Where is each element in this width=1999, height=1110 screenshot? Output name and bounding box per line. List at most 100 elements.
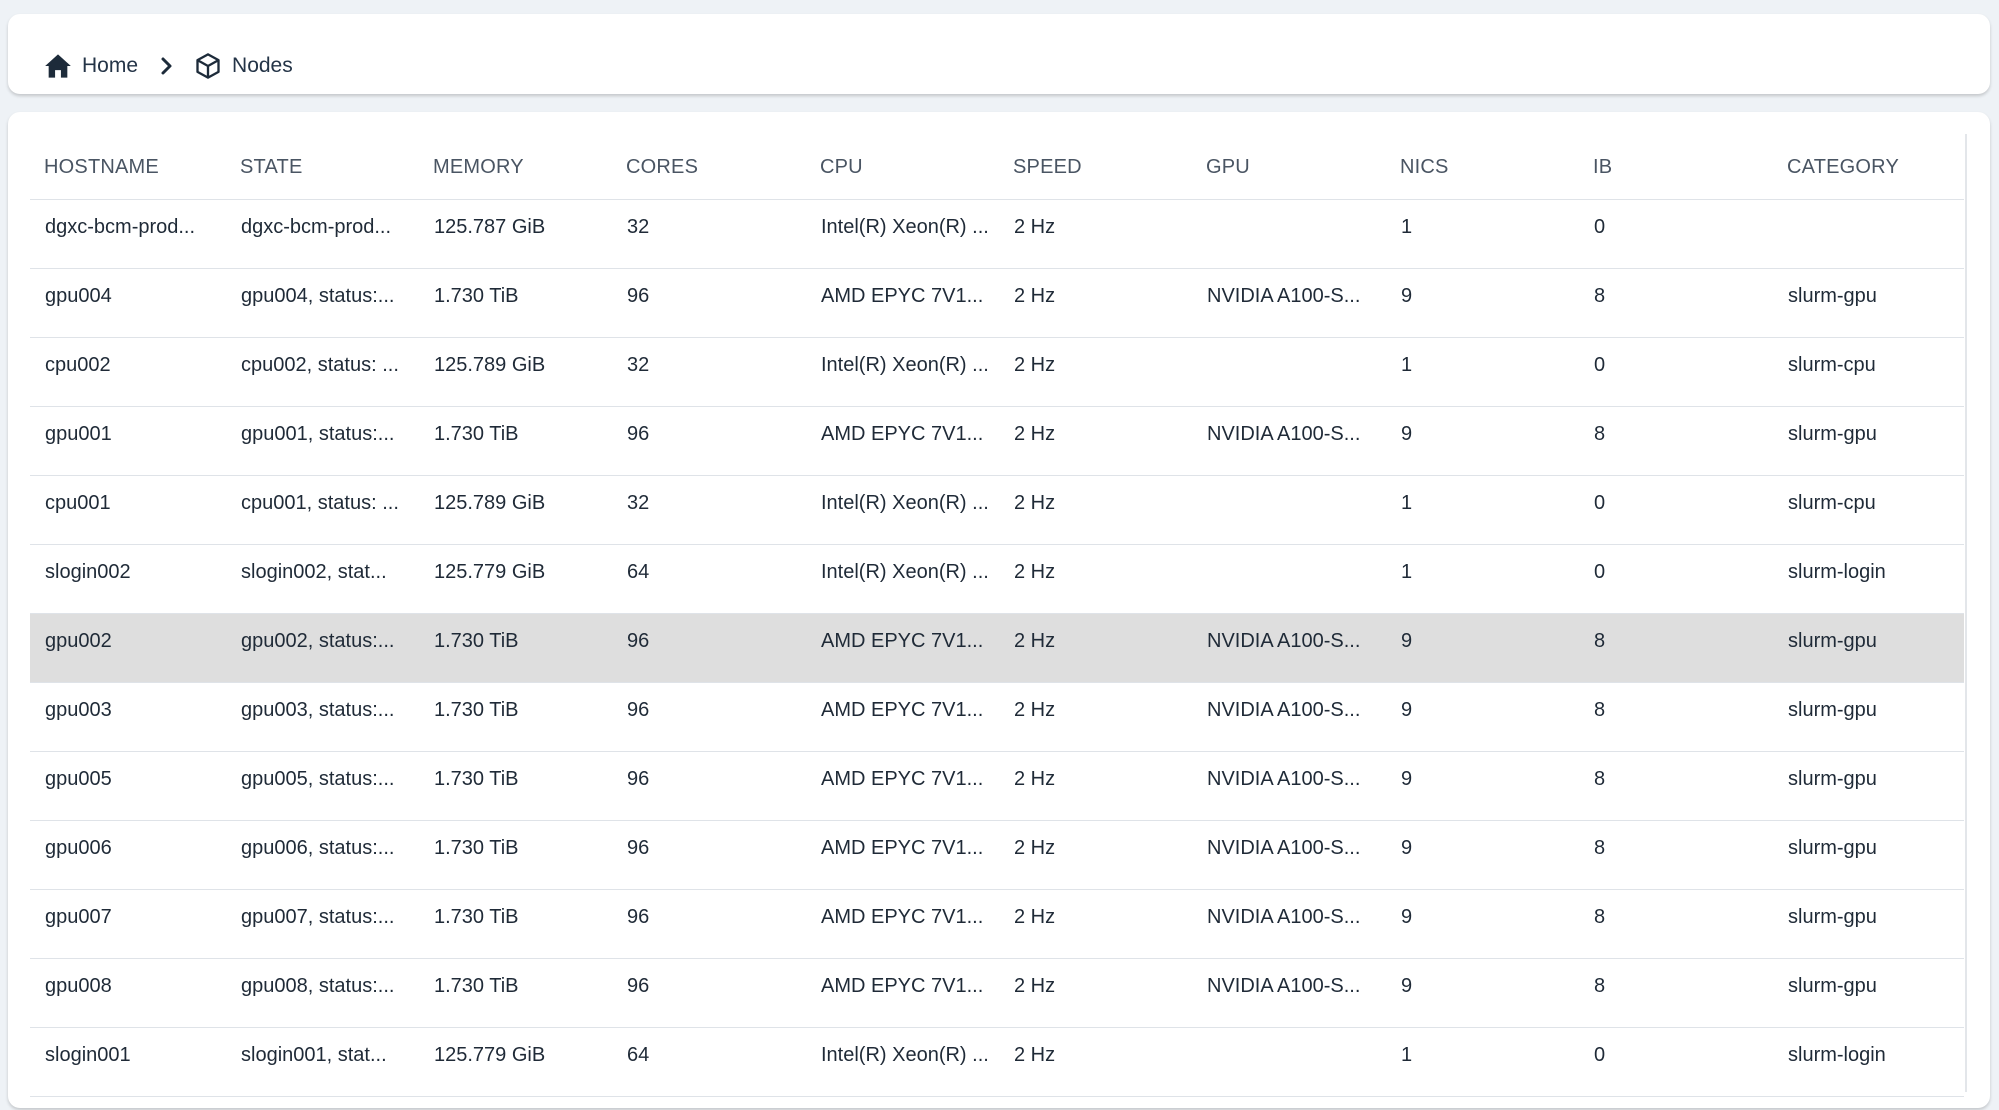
cell-gpu: NVIDIA A100-S... [1192,751,1386,821]
cell-state: gpu004, status:... [226,268,419,338]
cell-cpu: AMD EPYC 7V1... [806,406,999,476]
cell-speed: 2 Hz [999,889,1192,959]
cell-state: gpu006, status:... [226,820,419,890]
cell-hostname: gpu007 [30,889,226,959]
cell-speed: 2 Hz [999,820,1192,890]
breadcrumb: Home Nodes [44,46,293,86]
table-row[interactable]: gpu002 gpu002, status:... 1.730 TiB 96 AMD E… [30,613,1964,683]
column-header-nics[interactable]: NICS [1386,136,1579,200]
cell-category: slurm-gpu [1773,889,1964,959]
cell-cores: 64 [612,544,806,614]
cell-speed: 2 Hz [999,268,1192,338]
table-row[interactable]: cpu001 cpu001, status: ... 125.789 GiB 32 In… [30,475,1964,545]
cell-ib: 0 [1579,544,1773,614]
cell-cores: 96 [612,751,806,821]
table-header-row: HOSTNAME STATE MEMORY CORES CPU SPEED GP… [30,136,1964,200]
table-row[interactable]: gpu008 gpu008, status:... 1.730 TiB 96 AMD E… [30,958,1964,1028]
cell-memory: 1.730 TiB [419,268,612,338]
cell-category: slurm-login [1773,544,1964,614]
column-header-cores[interactable]: CORES [612,136,806,200]
cell-memory: 1.730 TiB [419,820,612,890]
column-header-memory[interactable]: MEMORY [419,136,612,200]
cell-cpu: AMD EPYC 7V1... [806,682,999,752]
cell-cpu: Intel(R) Xeon(R) ... [806,544,999,614]
cell-nics: 9 [1386,406,1579,476]
cell-ib: 8 [1579,406,1773,476]
table-row[interactable]: gpu007 gpu007, status:... 1.730 TiB 96 AMD E… [30,889,1964,959]
table-row[interactable]: gpu006 gpu006, status:... 1.730 TiB 96 AMD E… [30,820,1964,890]
nodes-table: HOSTNAME STATE MEMORY CORES CPU SPEED GP… [30,136,1964,1097]
cell-nics: 1 [1386,1027,1579,1097]
cell-hostname: gpu002 [30,613,226,683]
cell-speed: 2 Hz [999,1027,1192,1097]
cell-speed: 2 Hz [999,337,1192,407]
table-row[interactable]: gpu001 gpu001, status:... 1.730 TiB 96 AMD E… [30,406,1964,476]
cell-cpu: Intel(R) Xeon(R) ... [806,475,999,545]
breadcrumb-nodes-label: Nodes [232,54,293,77]
breadcrumb-nodes[interactable]: Nodes [194,52,293,80]
cell-category: slurm-gpu [1773,682,1964,752]
cell-category: slurm-gpu [1773,406,1964,476]
cell-memory: 1.730 TiB [419,682,612,752]
cell-state: cpu002, status: ... [226,337,419,407]
cell-state: gpu007, status:... [226,889,419,959]
cell-gpu: NVIDIA A100-S... [1192,820,1386,890]
cell-cpu: AMD EPYC 7V1... [806,613,999,683]
cell-cores: 32 [612,337,806,407]
cell-cpu: AMD EPYC 7V1... [806,268,999,338]
cell-ib: 8 [1579,820,1773,890]
cell-cpu: Intel(R) Xeon(R) ... [806,199,999,269]
cell-state: slogin002, stat... [226,544,419,614]
cell-cores: 96 [612,889,806,959]
table-row[interactable]: slogin001 slogin001, stat... 125.779 GiB 64… [30,1027,1964,1097]
table-row[interactable]: gpu005 gpu005, status:... 1.730 TiB 96 AMD E… [30,751,1964,821]
cell-ib: 8 [1579,751,1773,821]
cell-ib: 8 [1579,613,1773,683]
cell-hostname: gpu008 [30,958,226,1028]
cell-nics: 1 [1386,337,1579,407]
cell-gpu [1192,337,1386,407]
cell-speed: 2 Hz [999,751,1192,821]
cell-nics: 9 [1386,751,1579,821]
column-header-hostname[interactable]: HOSTNAME [30,136,226,200]
column-header-state[interactable]: STATE [226,136,419,200]
cell-gpu: NVIDIA A100-S... [1192,613,1386,683]
column-header-category[interactable]: CATEGORY [1773,136,1964,200]
cell-memory: 1.730 TiB [419,406,612,476]
cell-category: slurm-login [1773,1027,1964,1097]
cell-hostname: slogin002 [30,544,226,614]
cell-state: dgxc-bcm-prod... [226,199,419,269]
column-header-cpu[interactable]: CPU [806,136,999,200]
chevron-right-icon [160,56,174,76]
cell-cores: 32 [612,199,806,269]
table-row[interactable]: dgxc-bcm-prod... dgxc-bcm-prod... 125.787 … [30,199,1964,269]
table-right-divider [1965,134,1967,1092]
cell-gpu: NVIDIA A100-S... [1192,268,1386,338]
table-row[interactable]: gpu003 gpu003, status:... 1.730 TiB 96 AMD E… [30,682,1964,752]
cube-icon [194,52,222,80]
cell-ib: 0 [1579,475,1773,545]
cell-hostname: slogin001 [30,1027,226,1097]
cell-hostname: cpu001 [30,475,226,545]
table-row[interactable]: slogin002 slogin002, stat... 125.779 GiB 64… [30,544,1964,614]
column-header-gpu[interactable]: GPU [1192,136,1386,200]
cell-nics: 9 [1386,889,1579,959]
cell-nics: 9 [1386,268,1579,338]
cell-memory: 125.789 GiB [419,337,612,407]
cell-speed: 2 Hz [999,199,1192,269]
column-header-speed[interactable]: SPEED [999,136,1192,200]
cell-state: gpu005, status:... [226,751,419,821]
cell-gpu: NVIDIA A100-S... [1192,958,1386,1028]
table-row[interactable]: gpu004 gpu004, status:... 1.730 TiB 96 AMD E… [30,268,1964,338]
cell-hostname: gpu004 [30,268,226,338]
breadcrumb-home[interactable]: Home [44,53,138,79]
table-row[interactable]: cpu002 cpu002, status: ... 125.789 GiB 32 In… [30,337,1964,407]
cell-gpu [1192,199,1386,269]
cell-cpu: AMD EPYC 7V1... [806,751,999,821]
cell-cores: 96 [612,268,806,338]
cell-state: gpu002, status:... [226,613,419,683]
column-header-ib[interactable]: IB [1579,136,1773,200]
breadcrumb-bar: Home Nodes [8,14,1990,94]
cell-gpu: NVIDIA A100-S... [1192,889,1386,959]
cell-speed: 2 Hz [999,958,1192,1028]
